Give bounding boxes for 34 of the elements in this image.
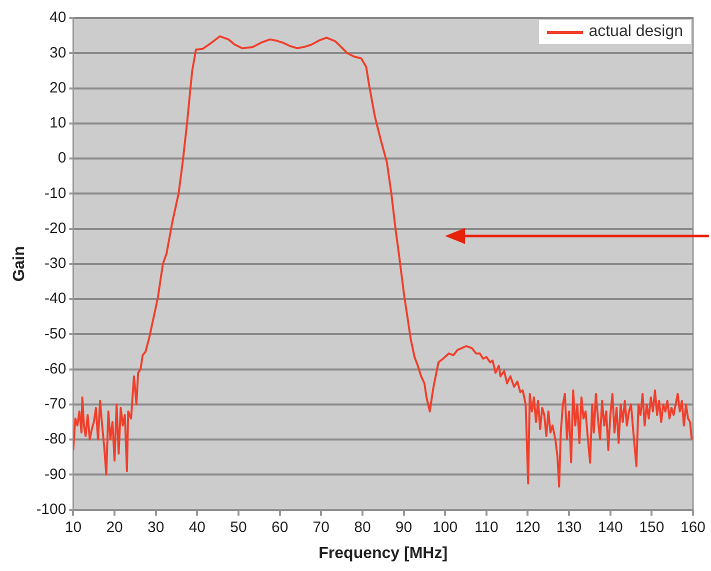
x-tick-label: 90 [395, 518, 412, 536]
y-tick-label: -90 [44, 466, 66, 483]
x-axis-title: Frequency [MHz] [318, 544, 448, 562]
x-tick-label: 110 [474, 518, 498, 536]
x-tick-label: 40 [188, 518, 206, 536]
x-tick-label: 140 [598, 518, 623, 536]
x-tick-label: 50 [230, 518, 247, 536]
y-tick-label: -50 [44, 325, 66, 342]
y-tick-label: -70 [44, 396, 66, 413]
x-tick-label: 10 [64, 518, 82, 536]
y-tick-label: 30 [50, 44, 66, 62]
y-tick-label: -10 [44, 184, 66, 202]
y-tick-label: -20 [44, 220, 66, 237]
x-tick-label: 130 [556, 518, 582, 536]
y-tick-label: -40 [44, 290, 66, 308]
x-tick-label: 120 [515, 518, 540, 536]
y-tick-label: -100 [36, 500, 66, 518]
y-tick-label: -80 [44, 430, 66, 448]
x-tick-label: 160 [680, 518, 706, 536]
y-tick-label: 10 [50, 114, 66, 132]
y-tick-label: -60 [44, 360, 66, 378]
y-tick-label: 40 [50, 9, 66, 26]
legend-label: actual design [588, 23, 683, 41]
x-tick-label: 100 [432, 518, 458, 536]
x-tick-label: 150 [639, 518, 664, 536]
x-tick-label: 30 [148, 518, 164, 536]
y-axis-title: Gain [11, 246, 28, 282]
x-tick-label: 80 [354, 518, 371, 536]
x-tick-label: 60 [271, 518, 288, 536]
y-tick-label: 20 [50, 79, 66, 96]
x-tick-label: 70 [312, 518, 330, 536]
x-tick-label: 20 [106, 518, 123, 536]
y-tick-label: -30 [44, 255, 66, 272]
y-tick-label: 0 [58, 150, 66, 167]
